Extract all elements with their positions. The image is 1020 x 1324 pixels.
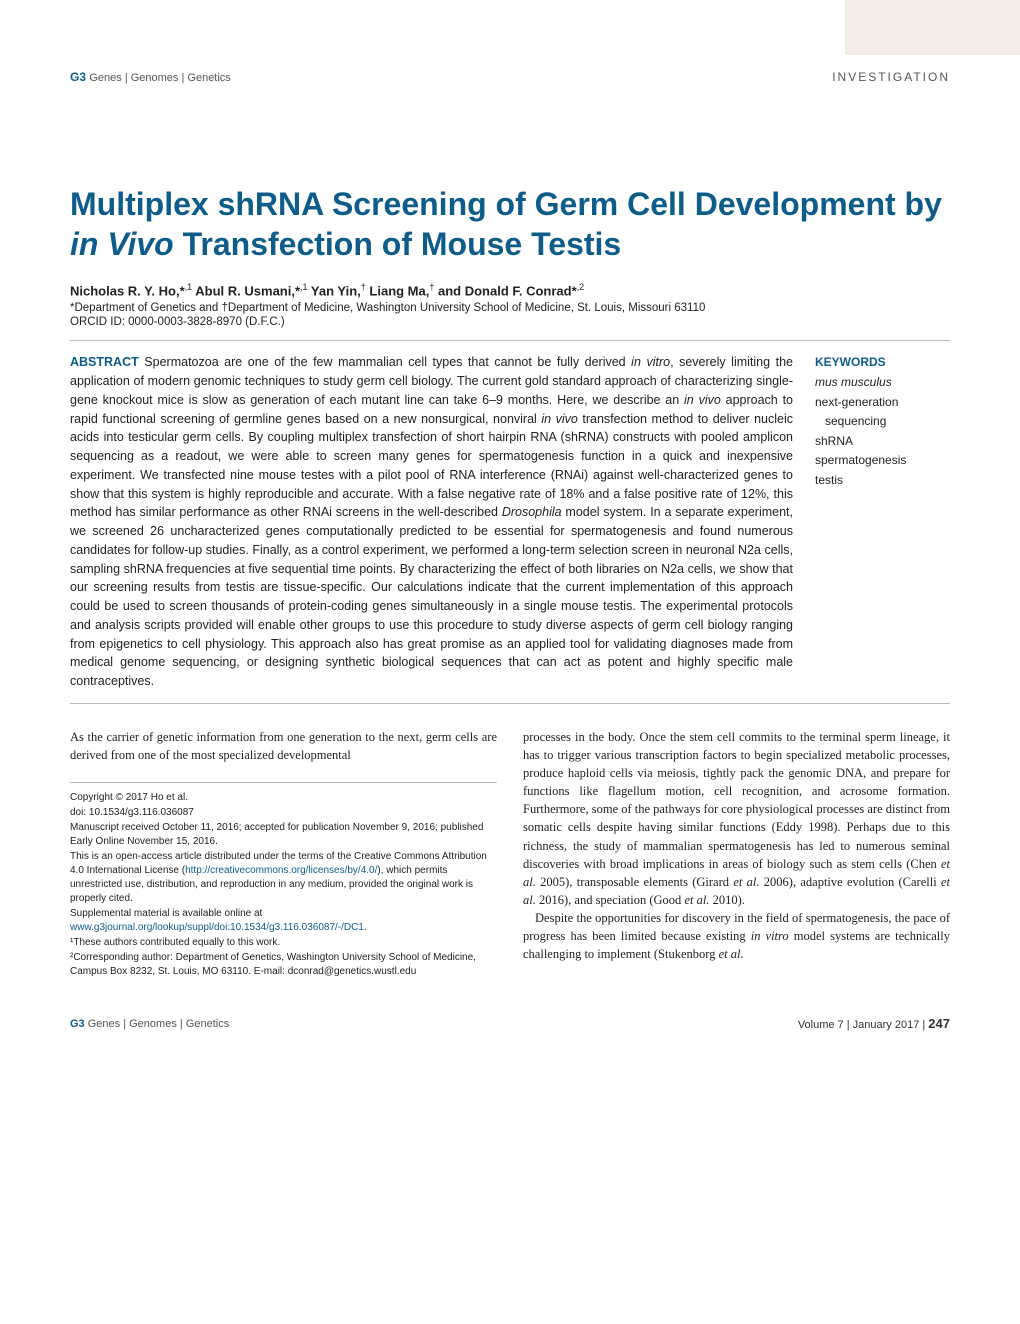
- footnote-supplemental: Supplemental material is available onlin…: [70, 907, 497, 935]
- brand-logo: G3: [70, 70, 86, 84]
- keywords-label: KEYWORDS: [815, 353, 950, 372]
- keywords-list: mus musculusnext-generationsequencingshR…: [815, 373, 950, 490]
- body-left-p1: As the carrier of genetic information fr…: [70, 728, 497, 764]
- keywords-column: KEYWORDS mus musculusnext-generationsequ…: [815, 353, 950, 691]
- footnote-contrib: ¹These authors contributed equally to th…: [70, 936, 497, 950]
- footnote-doi: doi: 10.1534/g3.116.036087: [70, 806, 497, 820]
- footer-tagline: Genes | Genomes | Genetics: [88, 1018, 229, 1030]
- abstract-wrap: ABSTRACT Spermatozoa are one of the few …: [70, 353, 950, 691]
- footer-right: Volume 7 | January 2017 | 247: [798, 1016, 950, 1031]
- page-footer: G3 Genes | Genomes | Genetics Volume 7 |…: [70, 1016, 950, 1031]
- body-columns: As the carrier of genetic information fr…: [70, 728, 950, 980]
- brand-tagline: Genes | Genomes | Genetics: [89, 72, 230, 84]
- footnote-copyright-text: Copyright © 2017 Ho et al.: [70, 792, 188, 803]
- footer-volume: Volume 7 | January 2017 |: [798, 1019, 925, 1031]
- footer-logo: G3: [70, 1018, 85, 1030]
- abstract-text: Spermatozoa are one of the few mammalian…: [70, 355, 793, 688]
- keyword-item: shRNA: [815, 432, 950, 451]
- section-label: INVESTIGATION: [832, 70, 950, 84]
- abstract-label: ABSTRACT: [70, 355, 139, 369]
- keyword-item: next-generation: [815, 393, 950, 412]
- abstract-column: ABSTRACT Spermatozoa are one of the few …: [70, 353, 793, 691]
- body-right-p1: processes in the body. Once the stem cel…: [523, 728, 950, 909]
- footnote-manuscript: Manuscript received October 11, 2016; ac…: [70, 821, 497, 849]
- keyword-item: sequencing: [815, 412, 950, 431]
- rule-top: [70, 340, 950, 341]
- authors-line: Nicholas R. Y. Ho,*,1 Abul R. Usmani,*,1…: [70, 282, 950, 298]
- page: G3 Genes | Genomes | Genetics INVESTIGAT…: [0, 0, 1020, 1071]
- rule-bottom: [70, 703, 950, 704]
- body-right-p2: Despite the opportunities for discovery …: [523, 909, 950, 963]
- footnotes-block: Copyright © 2017 Ho et al. doi: 10.1534/…: [70, 782, 497, 979]
- body-column-right: processes in the body. Once the stem cel…: [523, 728, 950, 980]
- article-title: Multiplex shRNA Screening of Germ Cell D…: [70, 184, 950, 264]
- keyword-item: spermatogenesis: [815, 451, 950, 470]
- body-column-left: As the carrier of genetic information fr…: [70, 728, 497, 980]
- footnote-corresponding: ²Corresponding author: Department of Gen…: [70, 951, 497, 979]
- top-banner: [845, 0, 1020, 55]
- keyword-item: testis: [815, 471, 950, 490]
- affiliations: *Department of Genetics and †Department …: [70, 302, 950, 314]
- orcid-line: ORCID ID: 0000-0003-3828-8970 (D.F.C.): [70, 316, 950, 328]
- header-row: G3 Genes | Genomes | Genetics INVESTIGAT…: [70, 70, 950, 84]
- footnote-copyright: Copyright © 2017 Ho et al.: [70, 791, 497, 805]
- footer-page-number: 247: [928, 1016, 950, 1031]
- keyword-item: mus musculus: [815, 373, 950, 392]
- journal-brand: G3 Genes | Genomes | Genetics: [70, 70, 231, 84]
- footer-left: G3 Genes | Genomes | Genetics: [70, 1018, 229, 1030]
- footnote-open-access: This is an open-access article distribut…: [70, 850, 497, 906]
